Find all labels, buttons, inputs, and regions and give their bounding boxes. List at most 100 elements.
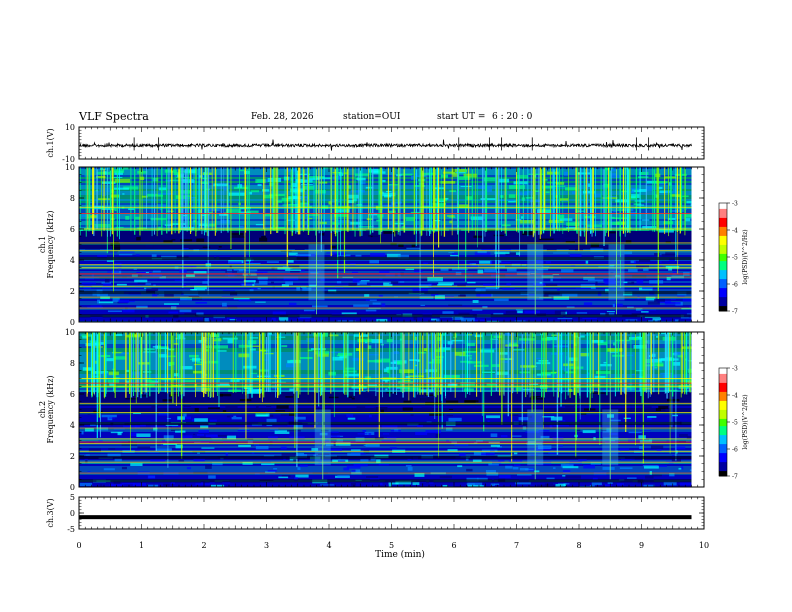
spectrum-patch — [159, 229, 163, 234]
spectrum-patch — [380, 358, 390, 363]
spectrum-patch — [389, 447, 397, 449]
spectrum-patch — [79, 228, 83, 231]
spectrum-patch — [179, 190, 191, 194]
spectrum-row — [79, 372, 692, 374]
colorbar-cell — [719, 371, 727, 374]
spectrum-patch — [84, 458, 88, 461]
spectrum-patch — [169, 179, 185, 181]
colorbar-cell — [719, 302, 727, 305]
colorbar-cell — [719, 404, 727, 407]
spectrum-patch — [196, 238, 205, 242]
spectrum-patch — [85, 454, 90, 456]
dark-band — [79, 479, 692, 483]
spectrum-patch — [255, 179, 266, 183]
spectrum-patch — [280, 413, 290, 416]
spectrum-patch — [605, 312, 609, 316]
spectrum-patch — [508, 460, 523, 463]
spectrum-patch — [421, 407, 432, 410]
spectrum-patch — [466, 196, 473, 201]
spectrum-patch — [482, 348, 497, 350]
spectrum-patch — [682, 298, 692, 302]
spectrum-patch — [100, 167, 106, 170]
spectrum-patch — [563, 469, 571, 474]
spectrum-patch — [588, 183, 591, 187]
spectrum-patch — [278, 476, 289, 479]
y-tick-label: 6 — [70, 225, 75, 234]
y-axis-label: ch.3(V) — [46, 498, 55, 527]
spectrum-patch — [197, 452, 200, 454]
spectrum-patch — [368, 433, 372, 436]
colorbar-cell — [719, 436, 727, 439]
spectrum-patch — [570, 264, 576, 267]
colorbar-cell — [719, 289, 727, 292]
spectrum-patch — [643, 465, 659, 469]
spectrogram-image — [79, 332, 692, 487]
spectrum-patch — [691, 298, 692, 303]
spectrum-patch — [494, 483, 500, 485]
spectrum-patch — [256, 414, 268, 417]
spectrum-row — [79, 446, 692, 448]
spectrum-patch — [271, 267, 278, 270]
x-axis-label: Time (min) — [375, 549, 425, 560]
spectrum-patch — [514, 320, 526, 322]
spectrum-patch — [217, 246, 233, 251]
spectrum-patch — [683, 232, 692, 236]
spectrum-patch — [351, 470, 357, 472]
spectrum-row — [79, 418, 692, 420]
spectrum-patch — [237, 429, 250, 432]
spectrum-patch — [87, 411, 91, 415]
spectrum-row — [79, 183, 692, 185]
colorbar-cell — [719, 434, 727, 437]
spectrum-patch — [381, 425, 398, 430]
spectrum-patch — [455, 351, 466, 356]
spectrum-patch — [670, 298, 676, 300]
spectrum-patch — [153, 245, 161, 249]
colorbar-cell — [719, 378, 727, 382]
spectrum-patch — [208, 407, 220, 410]
spectrum-patch — [303, 204, 310, 206]
spectrum-row — [79, 241, 692, 243]
spectrum-patch — [378, 294, 383, 298]
colorbar-cell — [719, 219, 727, 222]
spectrum-patch — [196, 434, 205, 436]
spectrum-patch — [691, 310, 692, 313]
spectrum-patch — [664, 301, 681, 305]
spectrum-patch — [583, 464, 596, 469]
spectrum-patch — [289, 302, 297, 306]
spectrum-patch — [125, 216, 130, 220]
spectrum-row — [79, 384, 692, 386]
spectrum-patch — [675, 446, 686, 450]
spectrum-patch — [598, 222, 611, 225]
spectrum-patch — [307, 218, 313, 220]
spectrum-patch — [328, 201, 332, 205]
spectrum-patch — [387, 369, 390, 374]
spectrum-row — [79, 303, 692, 305]
colorbar-cell — [719, 472, 727, 475]
spectrum-patch — [238, 211, 251, 215]
spectrum-patch — [365, 391, 377, 395]
spectrum-row — [79, 215, 692, 217]
colorbar-cell — [719, 237, 727, 240]
spectrum-patch — [153, 284, 156, 287]
spectrum-patch — [403, 400, 412, 403]
spectrum-patch — [355, 227, 358, 230]
spectrum-patch — [281, 475, 291, 477]
spectrum-patch — [583, 302, 593, 306]
spectrum-patch — [449, 408, 453, 410]
spectrum-row — [79, 352, 692, 354]
spectrum-patch — [158, 412, 169, 416]
spectrum-patch — [306, 214, 319, 216]
spectrum-patch — [96, 175, 106, 178]
spectrum-patch — [627, 477, 637, 479]
spectrum-patch — [383, 204, 398, 207]
spectrum-patch — [661, 253, 676, 257]
spectrum-patch — [230, 236, 246, 238]
spectrum-row — [79, 460, 692, 462]
spectrum-patch — [604, 484, 612, 487]
colorbar-cell — [719, 260, 727, 263]
spectrum-row — [79, 364, 692, 366]
spectrum-patch — [158, 187, 167, 191]
spectrum-patch — [324, 399, 334, 403]
spectrum-patch — [328, 371, 336, 376]
spectrum-patch — [356, 204, 362, 207]
